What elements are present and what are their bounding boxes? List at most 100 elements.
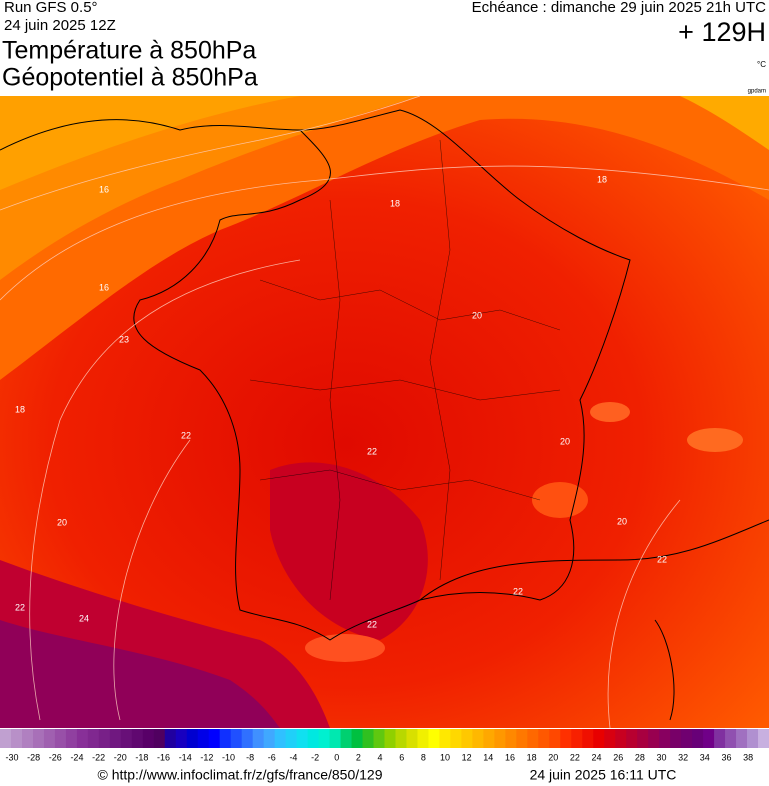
colorbar-cell [87, 729, 100, 748]
colorbar-label: 28 [635, 752, 645, 762]
colorbar-cell [197, 729, 210, 748]
colorbar-cell [714, 729, 726, 748]
contour-label: 22 [657, 554, 667, 564]
colorbar-label: 24 [592, 752, 602, 762]
source-url: © http://www.infoclimat.fr/z/gfs/france/… [98, 767, 383, 783]
colorbar-cell [285, 729, 298, 748]
colorbar-cell [758, 729, 769, 748]
colorbar-cell [428, 729, 440, 748]
contour-label: 22 [181, 430, 191, 440]
colorbar-cell [296, 729, 309, 748]
colorbar-label: -20 [114, 752, 127, 762]
colorbar-cell [593, 729, 605, 748]
subtitle: Géopotentiel à 850hPa [2, 64, 258, 92]
colorbar-label: 36 [721, 752, 731, 762]
colorbar-cell [494, 729, 506, 748]
colorbar-label: 4 [378, 752, 383, 762]
contour-label: 16 [99, 184, 109, 194]
colorbar-cell [505, 729, 517, 748]
colorbar-cell [142, 729, 155, 748]
valid-time: Echéance : dimanche 29 juin 2025 21h UTC [472, 0, 767, 16]
colorbar-label: 8 [421, 752, 426, 762]
colorbar-cell [340, 729, 353, 748]
colorbar-cell [681, 729, 693, 748]
colorbar-cell [417, 729, 429, 748]
colorbar-label: -8 [246, 752, 254, 762]
colorbar-cell [307, 729, 320, 748]
colorbar-label: -14 [179, 752, 192, 762]
colorbar-cell [131, 729, 144, 748]
colorbar-cell [164, 729, 177, 748]
colorbar-cell [406, 729, 418, 748]
colorbar-cell [560, 729, 572, 748]
colorbar-label: 0 [334, 752, 339, 762]
colorbar-label: 22 [570, 752, 580, 762]
contours [0, 95, 769, 729]
unit: °C [757, 60, 766, 69]
colorbar-cell [725, 729, 737, 748]
colorbar-cell [450, 729, 462, 748]
colorbar-label: 10 [440, 752, 450, 762]
colorbar-label: -12 [200, 752, 213, 762]
colorbar-cell [670, 729, 682, 748]
run-label: Run GFS 0.5° [4, 0, 98, 16]
colorbar-cell [395, 729, 407, 748]
colorbar-label: -30 [5, 752, 18, 762]
lead-time: + 129H [678, 17, 766, 47]
colorbar-cell [549, 729, 561, 748]
colorbar-label: -2 [311, 752, 319, 762]
contour-label: 20 [472, 310, 482, 320]
colorbar-label: 38 [743, 752, 753, 762]
colorbar-cell [175, 729, 188, 748]
colorbar-cell [219, 729, 232, 748]
contour-label: 24 [79, 613, 89, 623]
contour-label: 18 [15, 404, 25, 414]
colorbar-cell [153, 729, 166, 748]
colorbar-cell [736, 729, 748, 748]
contour-label: 23 [119, 334, 129, 344]
colorbar-label: -26 [49, 752, 62, 762]
contour-label: 20 [57, 517, 67, 527]
colorbar-cell [10, 729, 23, 748]
colorbar-label: 14 [483, 752, 493, 762]
colorbar-label: -10 [222, 752, 235, 762]
timestamp: 24 juin 2025 16:11 UTC [530, 767, 677, 783]
colorbar-label: 20 [548, 752, 558, 762]
colorbar-cell [362, 729, 375, 748]
colorbar-cell [516, 729, 528, 748]
colorbar-label: -28 [27, 752, 40, 762]
colorbar-label: 30 [656, 752, 666, 762]
contour-label: 18 [390, 198, 400, 208]
contour-label: 22 [367, 446, 377, 456]
colorbar-label: 2 [356, 752, 361, 762]
contour-label: 16 [99, 282, 109, 292]
contour-label: 20 [617, 516, 627, 526]
colorbar-cell [0, 729, 12, 748]
colorbar-cell [318, 729, 331, 748]
borders [249, 139, 561, 601]
colorbar-cell [351, 729, 364, 748]
colorbar-cell [329, 729, 342, 748]
colorbar-cell [648, 729, 660, 748]
contour-label: 22 [513, 586, 523, 596]
colorbar-cell [637, 729, 649, 748]
colorbar-cell [208, 729, 221, 748]
colorbar-cell [615, 729, 627, 748]
colorbar-cell [241, 729, 254, 748]
colorbar-label: -16 [157, 752, 170, 762]
colorbar-cell [384, 729, 396, 748]
colorbar-label: -22 [92, 752, 105, 762]
colorbar-label: -18 [135, 752, 148, 762]
colorbar-cell [483, 729, 495, 748]
colorbar-cell [626, 729, 638, 748]
colorbar-cell [373, 729, 385, 748]
coastlines [0, 109, 769, 721]
colorbar-label: 34 [700, 752, 710, 762]
contour-label: 22 [367, 619, 377, 629]
colorbar-label: 6 [399, 752, 404, 762]
colorbar-cell [604, 729, 616, 748]
colorbar-cell [703, 729, 715, 748]
colorbar-cell [747, 729, 759, 748]
colorbar-cell [252, 729, 265, 748]
